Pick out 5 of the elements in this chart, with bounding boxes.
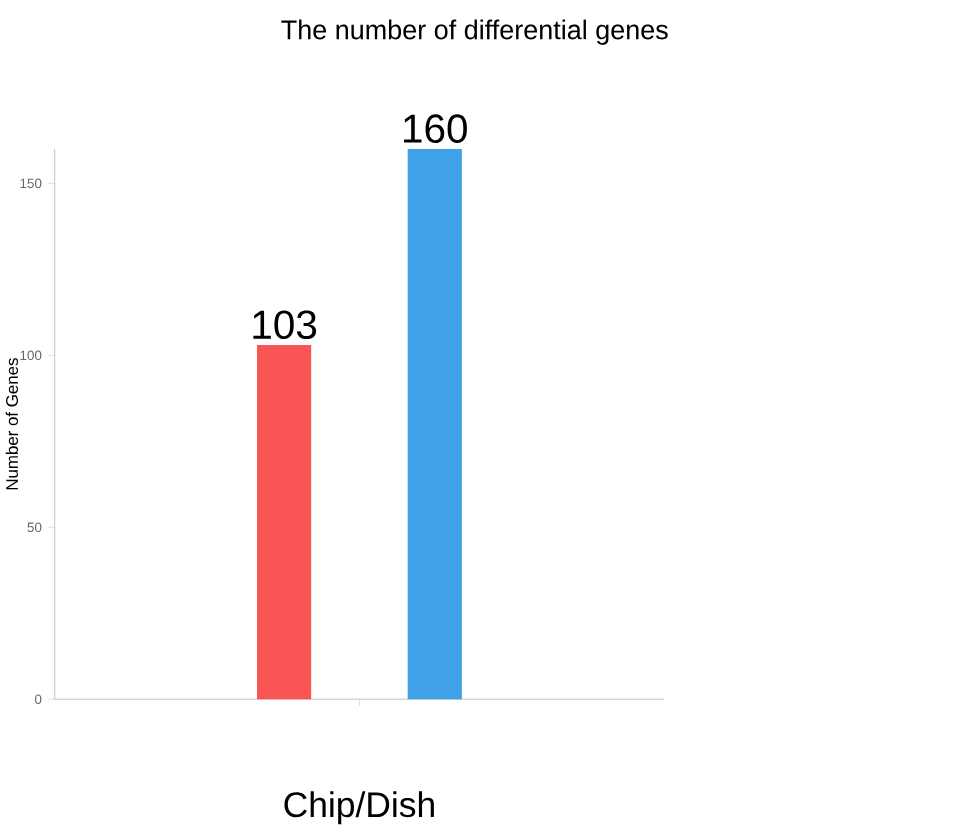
x-axis-title: Chip/Dish xyxy=(284,791,434,825)
data-label: 160 xyxy=(404,114,467,144)
chart-title: The number of differential genes xyxy=(281,19,668,45)
y-axis-title: Number of Genes xyxy=(5,358,19,490)
data-label: 103 xyxy=(253,310,317,340)
